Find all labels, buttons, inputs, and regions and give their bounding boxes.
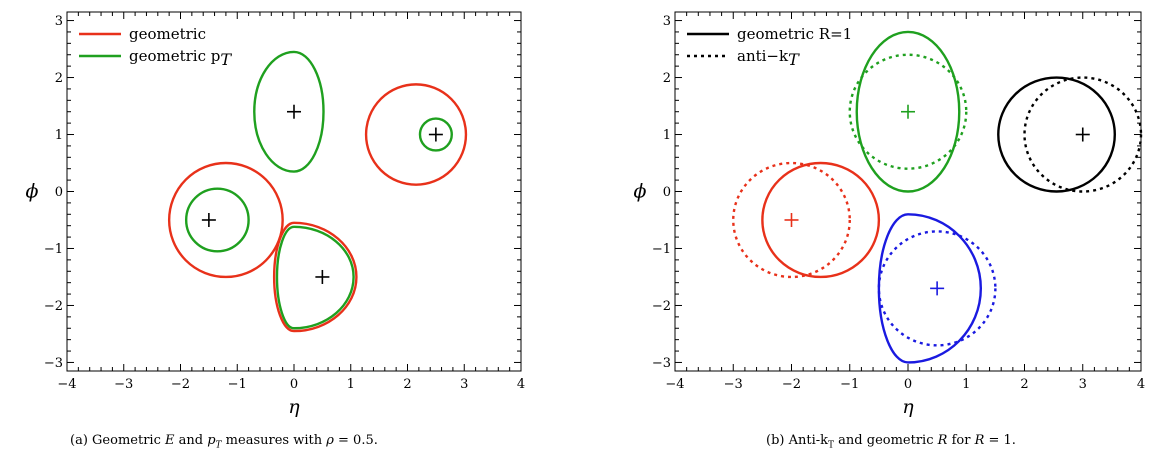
panel-b-x-tick-label: −4 xyxy=(665,377,684,392)
panel-b-contour-anti-kt xyxy=(732,161,851,279)
panel-a-jet-center-marker xyxy=(315,269,330,284)
panel-b-x-tick-label: −3 xyxy=(724,377,743,392)
panel-b-x-tick-label: 2 xyxy=(1020,377,1028,392)
panel-a-x-tick-label: −2 xyxy=(171,377,190,392)
panel-a-x-tick-label: 4 xyxy=(517,377,525,392)
panel-b-x-tick-label: 0 xyxy=(904,377,912,392)
panel-a-x-tick-label: 3 xyxy=(460,377,468,392)
panel-a-contour-geometric xyxy=(364,83,468,186)
caption-a-text-3: measures with xyxy=(221,433,327,448)
caption-a-E: E xyxy=(164,433,175,448)
panel-a-y-tick-label: −3 xyxy=(44,356,63,371)
panel-a-contour-geometric xyxy=(418,117,453,152)
panel-a-contour-geometric xyxy=(253,50,325,173)
panel-b-x-tick-label: 4 xyxy=(1137,377,1145,392)
panel-b-jet-center-marker xyxy=(784,212,799,227)
caption-a-p: p xyxy=(207,433,216,448)
caption-a-rho: ρ xyxy=(326,433,334,448)
panel-b-contour-geometric xyxy=(997,76,1116,193)
panel-a-y-tick-label: 2 xyxy=(55,71,63,86)
panel-a-y-tick-label: 1 xyxy=(55,128,63,143)
panel-a-y-tick-label: 3 xyxy=(55,14,63,29)
panel-a-y-tick-label: −1 xyxy=(44,242,63,257)
panel-a-x-tick-label: −3 xyxy=(114,377,133,392)
panel-b-y-axis-label: ϕ xyxy=(634,181,647,203)
panel-b-contour-geometric xyxy=(877,213,983,364)
caption-a-text-1: Geometric xyxy=(92,433,165,448)
caption-b-text-4: = 1. xyxy=(984,433,1016,448)
panel-b-legend-label: geometric R=1 xyxy=(737,25,852,43)
panel-b-contour-anti-kt xyxy=(877,230,997,347)
panel-b-y-tick-label: 3 xyxy=(663,14,671,29)
panel-b-contour-geometric xyxy=(761,161,881,279)
caption-b-R1: R xyxy=(937,433,948,448)
caption-b-text-2: and geometric xyxy=(834,433,938,448)
panel-a-x-tick-label: −1 xyxy=(228,377,247,392)
panel-b-x-tick-label: −2 xyxy=(782,377,801,392)
panel-b: −4 −3 −2 −1 0 1 2 3 4 −3 −2 −1 0 1 2 3 η ϕ geometric R=1 an… xyxy=(634,11,1145,418)
panel-a-contour-geometric xyxy=(184,187,250,253)
panel-b-x-axis-label: η xyxy=(902,396,914,418)
caption-a: (a) Geometric E and pT measures with ρ =… xyxy=(70,433,378,451)
panel-a-x-tick-label: 1 xyxy=(347,377,355,392)
panel-a-jet-center-marker xyxy=(287,104,301,119)
panel-b-jet-center-marker xyxy=(1075,127,1090,142)
panel-a-contour-geometric xyxy=(167,161,284,279)
panel-a-ticks xyxy=(66,12,522,371)
panel-a-legend-label: geometric xyxy=(129,25,206,43)
caption-a-text-2: and xyxy=(174,433,208,448)
caption-b-text-1: Anti-k xyxy=(788,433,829,448)
caption-b: (b) Anti-kT and geometric R for R = 1. xyxy=(766,433,1016,451)
panel-a-y-tick-label: 0 xyxy=(55,185,63,200)
panel-a-x-tick-label: −4 xyxy=(57,377,76,392)
caption-b-text-3: for xyxy=(947,433,975,448)
panel-a-jet-center-marker xyxy=(201,212,216,227)
panel-b-y-tick-label: −3 xyxy=(652,356,671,371)
panel-b-contour-anti-kt xyxy=(1023,76,1143,193)
panel-a-plot-frame xyxy=(66,11,522,372)
caption-b-T: T xyxy=(828,440,835,451)
panel-b-contour-geometric xyxy=(855,30,961,193)
caption-b-R2: R xyxy=(974,433,985,448)
panel-a-x-tick-label: 2 xyxy=(403,377,411,392)
panel-b-y-tick-label: −2 xyxy=(652,299,671,314)
caption-a-T: T xyxy=(215,440,222,451)
panel-a-y-tick-label: −2 xyxy=(44,299,63,314)
panel-a-x-tick-label: 0 xyxy=(290,377,298,392)
panel-b-x-tick-label: −1 xyxy=(840,377,859,392)
panel-b-y-tick-label: 2 xyxy=(663,71,671,86)
panel-b-legend-label: anti−kT xyxy=(737,47,800,69)
panel-a-jet-center-marker xyxy=(428,127,443,142)
caption-a-label: (a) xyxy=(70,433,88,448)
caption-a-text-4: = 0.5. xyxy=(333,433,378,448)
panel-b-legend-subscript: T xyxy=(788,50,800,69)
panel-b-y-tick-label: 1 xyxy=(663,128,671,143)
panel-a-x-axis-label: η xyxy=(288,396,300,418)
panel-a-legend-subscript: T xyxy=(220,50,232,69)
caption-b-label: (b) xyxy=(766,433,785,448)
panel-a-y-axis-label: ϕ xyxy=(26,181,39,203)
panel-b-ticks xyxy=(674,12,1142,371)
panel-b-contour-anti-kt xyxy=(848,53,968,170)
panel-a: −4 −3 −2 −1 0 1 2 3 4 −3 −2 −1 0 1 2 3 η ϕ geometric geomet… xyxy=(26,11,525,418)
panel-b-y-tick-label: 0 xyxy=(663,185,671,200)
panel-b-jet-center-marker xyxy=(930,281,945,296)
panel-a-contour-geometric xyxy=(272,221,358,333)
panel-b-y-tick-label: −1 xyxy=(652,242,671,257)
panel-b-x-tick-label: 3 xyxy=(1079,377,1087,392)
panel-b-x-tick-label: 1 xyxy=(962,377,970,392)
panel-b-jet-center-marker xyxy=(901,104,915,119)
panel-a-contour-geometric xyxy=(275,225,355,330)
panel-a-legend-label: geometric pT xyxy=(129,47,232,69)
